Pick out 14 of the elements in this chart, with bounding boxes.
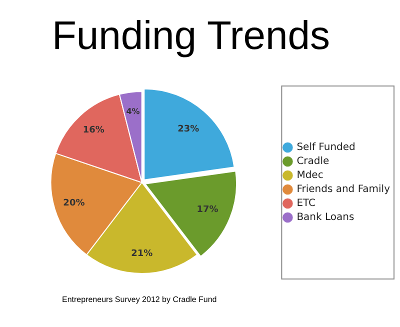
data-label: 23% xyxy=(178,124,200,134)
legend-label: Cradle xyxy=(296,156,330,168)
data-label: 17% xyxy=(196,204,218,215)
data-label: 16% xyxy=(82,126,104,136)
legend-label: ETC xyxy=(296,198,316,210)
legend-label: Bank Loans xyxy=(296,212,354,224)
data-label: 20% xyxy=(63,198,85,209)
chart-title: Funding Trends xyxy=(51,13,331,60)
text: Entrepreneurs Survey 2012 by Cradle Fund xyxy=(61,294,218,304)
data-label: 21% xyxy=(131,248,153,259)
legend-label: Mdec xyxy=(296,170,324,182)
data-label: 4% xyxy=(126,107,140,116)
legend-label: Self Funded xyxy=(296,142,356,154)
legend-label: Friends and Family xyxy=(296,184,390,196)
